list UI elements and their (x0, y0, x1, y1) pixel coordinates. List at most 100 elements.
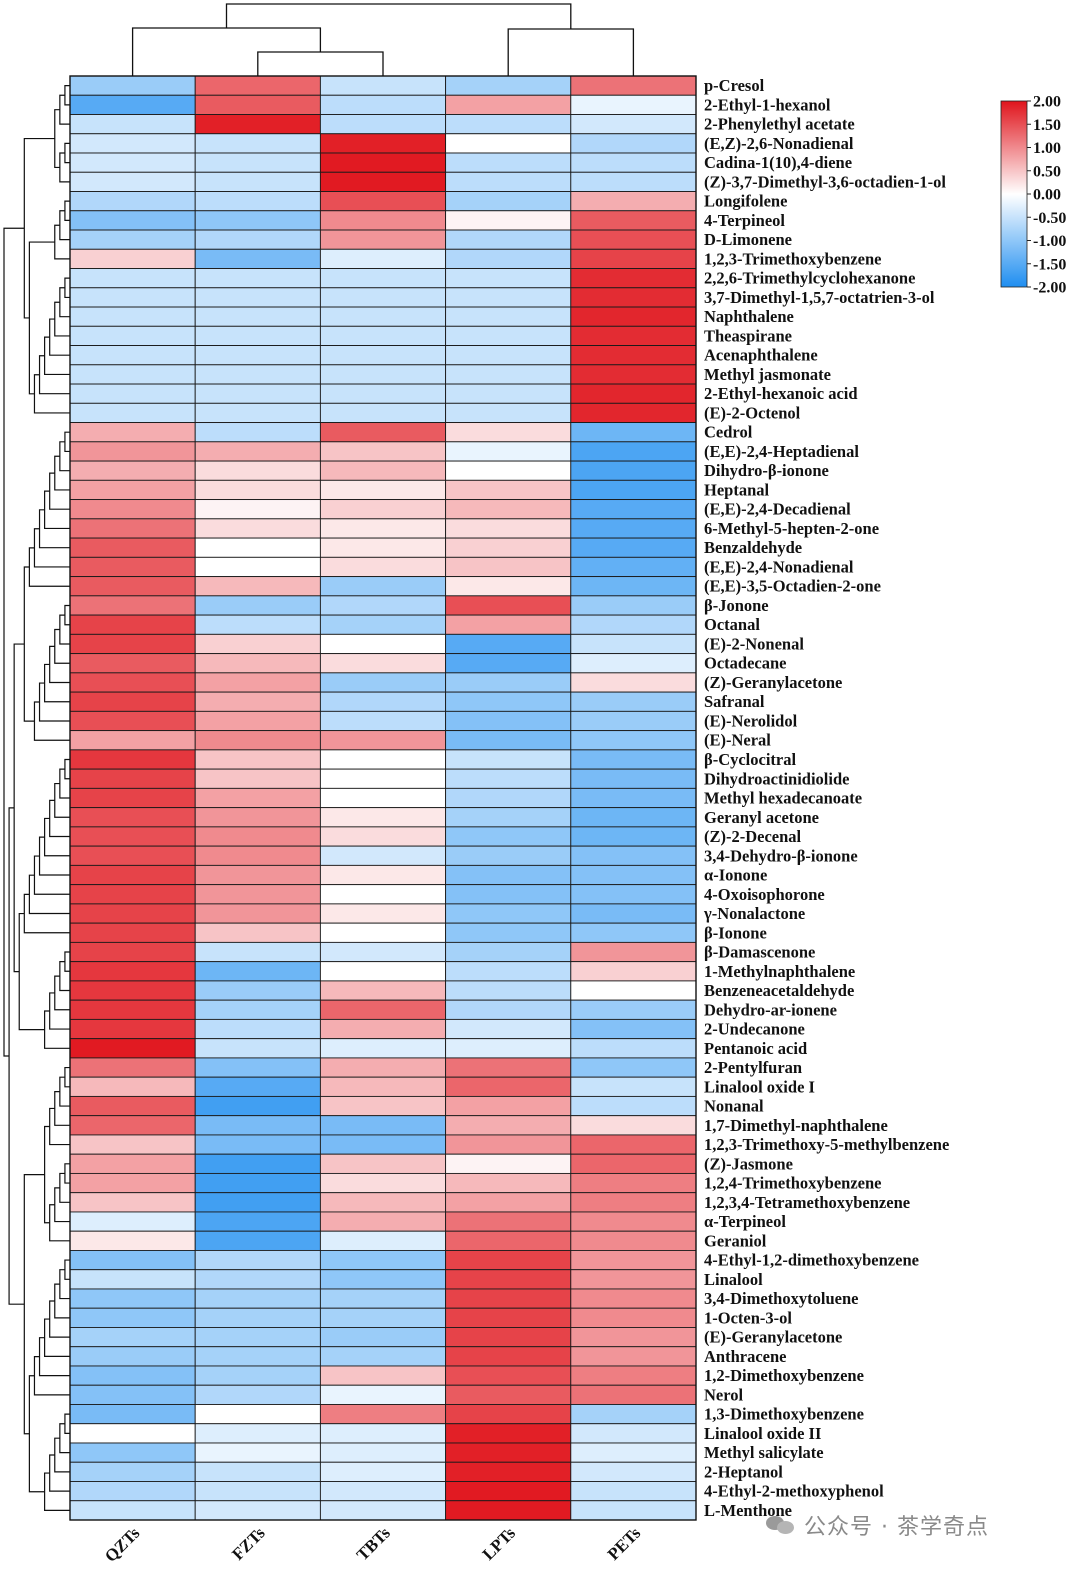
heatmap-cell (194, 1288, 321, 1309)
heatmap-cell (570, 961, 697, 982)
heatmap-cell (194, 1057, 321, 1078)
heatmap-cell (194, 1384, 321, 1405)
heatmap-cell (319, 1095, 447, 1117)
heatmap-cell (445, 999, 572, 1020)
heatmap-cell (69, 1423, 196, 1444)
dendrogram-branch (44, 1010, 70, 1049)
heatmap-cell (319, 884, 447, 905)
heatmap-cell (69, 171, 196, 192)
heatmap-cell (194, 730, 321, 751)
heatmap-cell (570, 1307, 697, 1328)
colorbar-legend: 2.00 1.50 1.00 0.50 0.00 -0.50 -1.00 -1.50 -2.00 (1000, 94, 1066, 297)
row-label: 2-Phenylethyl acetate (704, 115, 855, 134)
row-label: Linalool oxide II (704, 1424, 821, 1443)
heatmap-cell (69, 518, 196, 539)
heatmap-cell (445, 633, 572, 655)
heatmap-cell (570, 210, 697, 231)
heatmap-cell (570, 922, 697, 943)
heatmap-cell (194, 1076, 321, 1097)
heatmap-cell (69, 1095, 196, 1117)
heatmap-cell (194, 1153, 321, 1174)
heatmap-cell (194, 845, 321, 866)
heatmap-cell (69, 826, 196, 847)
dendrogram-branch (54, 782, 70, 818)
heatmap-cell (319, 768, 447, 789)
heatmap-cell (570, 1500, 697, 1521)
row-label: 4-Ethyl-2-methoxyphenol (704, 1482, 884, 1501)
row-label: 3,7-Dimethyl-1,5,7-octatrien-3-ol (704, 288, 935, 307)
heatmap-cell (319, 229, 447, 250)
heatmap-cell (570, 1153, 697, 1174)
heatmap-cell (194, 1172, 321, 1194)
row-label: β-Cyclocitral (704, 750, 796, 769)
heatmap-cell (194, 653, 321, 674)
heatmap-cell (194, 402, 321, 424)
dendrogram-branch (49, 1454, 70, 1492)
column-labels: QZTs FZTs TBTs LPTs PETs (101, 1523, 644, 1566)
heatmap-cell (194, 518, 321, 539)
heatmap-cell (69, 460, 196, 481)
row-dendrogram (3, 85, 70, 1511)
heatmap-cell (194, 961, 321, 982)
heatmap-cell (445, 845, 572, 866)
heatmap-cell (194, 807, 321, 828)
dendrogram-branch (64, 1413, 70, 1434)
row-label: (Z)-Jasmone (704, 1154, 793, 1173)
heatmap-cell (319, 730, 447, 751)
heatmap-cell (194, 1365, 321, 1386)
heatmap-cell (69, 1307, 196, 1328)
heatmap-cell (319, 749, 447, 770)
heatmap-cell (570, 422, 697, 443)
dendrogram-branch (225, 3, 572, 29)
heatmap-cell (194, 383, 321, 404)
heatmap-cell (319, 1038, 447, 1059)
dendrogram-branch (49, 992, 70, 1030)
heatmap-cell (319, 710, 447, 732)
dendrogram-branch (64, 604, 70, 626)
heatmap-cell (194, 922, 321, 943)
heatmap-cell (570, 691, 697, 712)
row-label: (E)-2-Nonenal (704, 634, 804, 653)
row-label: Nonanal (704, 1097, 764, 1116)
dendrogram-branch (64, 142, 70, 164)
row-label: Linalool (704, 1270, 763, 1289)
heatmap-cell (194, 1307, 321, 1328)
heatmap-cell (319, 1134, 447, 1155)
heatmap-cell (69, 768, 196, 789)
dendrogram-branch (54, 301, 70, 337)
heatmap-cell (194, 903, 321, 924)
heatmap-cell (319, 479, 447, 501)
heatmap-cell (570, 1211, 697, 1232)
wechat-icon (766, 1514, 796, 1536)
dendrogram-branch (49, 1300, 70, 1338)
dendrogram-branch (44, 817, 70, 857)
heatmap-cell (570, 94, 697, 115)
heatmap-cell (69, 229, 196, 250)
heatmap-cell (69, 499, 196, 520)
heatmap-cell (194, 1134, 321, 1155)
heatmap-cell (319, 1365, 447, 1386)
heatmap-cell (445, 710, 572, 732)
row-label: (E)-Geranylacetone (704, 1328, 842, 1347)
heatmap-cell (69, 633, 196, 655)
row-label: Benzaldehyde (704, 538, 802, 557)
row-label: Longifolene (704, 192, 787, 211)
heatmap-cell (570, 1365, 697, 1386)
heatmap-cell (69, 999, 196, 1020)
heatmap-cell (194, 345, 321, 366)
heatmap-cell (69, 710, 196, 732)
heatmap-cell (69, 1057, 196, 1078)
heatmap-cell (445, 576, 572, 597)
heatmap-cell (319, 383, 447, 404)
heatmap-cell (194, 595, 321, 616)
heatmap-cell (570, 1076, 697, 1097)
colorbar-tick-label: 1.50 (1033, 117, 1061, 134)
heatmap-cell (445, 826, 572, 847)
dendrogram-branch (44, 1318, 70, 1357)
row-label: 2-Ethyl-hexanoic acid (704, 384, 858, 403)
row-label: 4-Ethyl-1,2-dimethoxybenzene (704, 1251, 919, 1270)
heatmap-cell (570, 1230, 697, 1251)
dendrogram-branch (8, 807, 25, 1305)
row-label: Methyl salicylate (704, 1443, 824, 1462)
